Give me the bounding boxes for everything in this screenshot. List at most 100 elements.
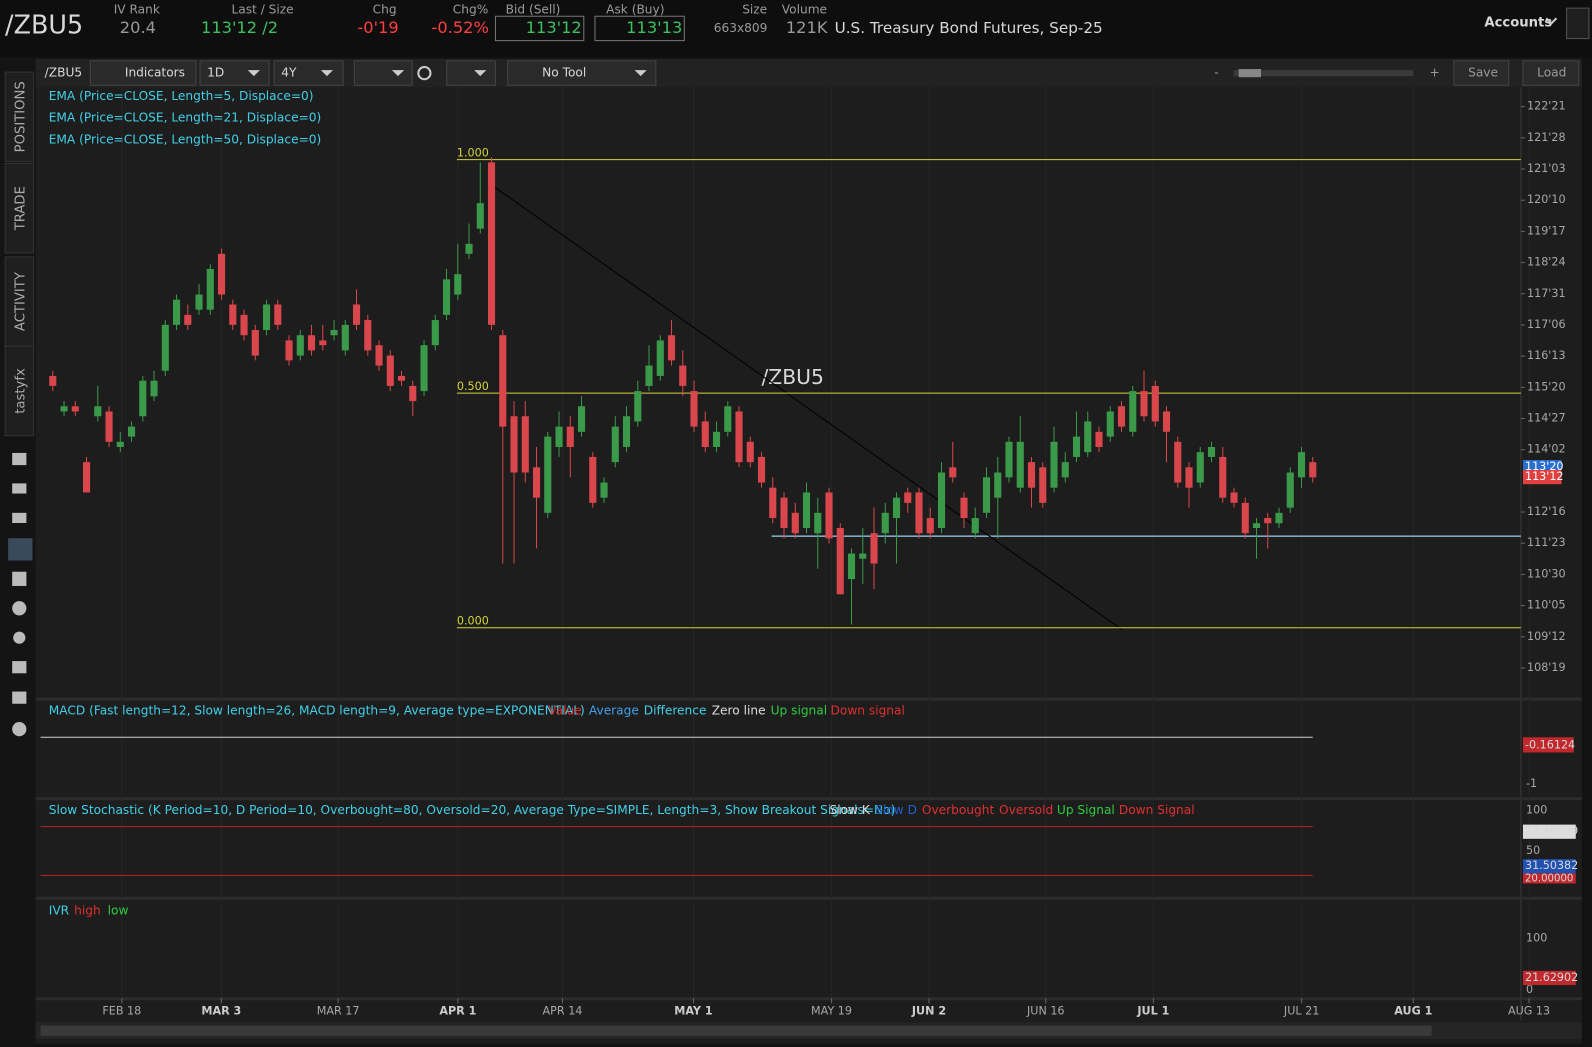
period-dropdown[interactable] [273, 60, 344, 86]
candle-body [71, 406, 79, 412]
sidebar-tab[interactable] [4, 256, 35, 347]
candle-body [836, 527, 844, 595]
icon[interactable] [8, 538, 33, 561]
aggregation-dropdown[interactable] [199, 60, 270, 86]
candle-body [982, 477, 991, 513]
x-tick-label: APR 1 [439, 1004, 476, 1017]
drawing-dropdown[interactable] [446, 60, 496, 86]
load: Load [1537, 66, 1566, 80]
candle-body [105, 411, 113, 442]
candle-body [1106, 411, 1114, 437]
icon[interactable] [12, 483, 27, 494]
field-label: Volume [782, 3, 827, 17]
icon[interactable] [12, 512, 27, 523]
tab-label: TRADE [13, 186, 28, 231]
trend-line [491, 184, 1123, 631]
candle-body [150, 380, 158, 397]
candle-body [1174, 441, 1182, 483]
dropdown-carets [247, 70, 647, 77]
candle-body [577, 406, 586, 432]
ivr-badge [1522, 970, 1576, 986]
legend-entry: Difference [644, 703, 707, 717]
x-tick-label: JUN 16 [1026, 1004, 1065, 1017]
zoom-in[interactable]: + [1430, 66, 1440, 80]
zoom-out[interactable]: - [1214, 66, 1218, 80]
macd-value: -0.16124 [1525, 738, 1575, 751]
candle-body [116, 441, 124, 447]
candle-body [1039, 467, 1047, 503]
y-tick-label: 121'28 [1527, 131, 1566, 144]
x-tick-label: MAY 19 [811, 1004, 852, 1017]
ivr-axis-label: 0 [1526, 983, 1533, 996]
x-tick-label: AUG 1 [1394, 1004, 1432, 1017]
candle-body [431, 320, 439, 346]
candle-body [262, 304, 271, 331]
caret [634, 70, 647, 77]
candle-body [600, 482, 608, 498]
price-badge [1522, 470, 1562, 485]
zoom-thumb[interactable] [1238, 69, 1262, 78]
description: U.S. Treasury Bond Futures, Sep-25 [835, 19, 1103, 37]
candle-body [769, 487, 777, 519]
panel-divider [35, 997, 1582, 1001]
panel-divider [35, 896, 1582, 900]
tool-dropdown[interactable] [507, 60, 657, 86]
oversold-value: 20.00000 [1525, 873, 1573, 884]
candle-body [746, 441, 754, 463]
slow-k-badge [1522, 824, 1576, 839]
bid-box[interactable] [494, 15, 585, 42]
toolbar-symbol: /ZBU5 [45, 66, 82, 80]
icon[interactable] [13, 631, 26, 644]
candle-body [825, 492, 833, 539]
candle-body [217, 253, 226, 295]
y-tick-label: 109'12 [1527, 630, 1566, 643]
candle-body [375, 345, 383, 366]
icon[interactable] [12, 691, 27, 704]
candle-body [229, 304, 237, 325]
y-tick-label: 117'06 [1527, 318, 1566, 331]
scroll-thumb[interactable] [40, 1025, 1432, 1036]
sidebar-tab[interactable] [4, 162, 35, 254]
candle-body [1297, 452, 1306, 478]
load-button[interactable] [1522, 60, 1580, 86]
candle-body [735, 411, 743, 463]
icon[interactable] [12, 661, 27, 674]
style-dropdown[interactable] [353, 60, 413, 86]
indicators-button[interactable] [89, 60, 197, 86]
price-panel: 122'21 121'28 121'03 120'10 119'17 118'24 117'… [49, 100, 1566, 674]
candle-body [1196, 452, 1204, 483]
legend-entry: Slow D [875, 803, 917, 817]
zoom-slider[interactable] [1233, 70, 1414, 77]
field-label: Chg [373, 3, 397, 17]
sidebar-tab[interactable] [4, 71, 35, 162]
icon[interactable] [12, 722, 27, 737]
candle-body [712, 431, 721, 447]
candle-body [780, 497, 788, 528]
price-badge-label: 113'12 [1525, 470, 1564, 483]
candle-body [1151, 385, 1159, 422]
x-tick-label: MAY 1 [674, 1004, 712, 1017]
candle-body [476, 203, 484, 229]
candle-body [847, 553, 856, 580]
ask-box[interactable] [594, 15, 685, 42]
grid [121, 87, 1530, 999]
collapse-button[interactable] [1566, 7, 1590, 40]
legend-entry: Average [589, 703, 639, 717]
stochastic-axis-label: 50 [1526, 844, 1540, 857]
icon[interactable] [12, 452, 27, 466]
icon[interactable] [12, 601, 27, 616]
candle-body [127, 426, 136, 437]
candle-body [240, 314, 248, 336]
candle-body [49, 375, 57, 386]
x-tick-label: AUG 13 [1508, 1004, 1550, 1017]
settings-icon[interactable] [417, 66, 432, 81]
candle-body [172, 299, 181, 325]
sidebar-tab[interactable] [4, 345, 35, 437]
accounts[interactable]: Accounts [1484, 15, 1552, 30]
candle-body [611, 426, 619, 463]
save-button[interactable] [1453, 60, 1510, 86]
icon[interactable] [12, 571, 27, 586]
y-tick-label: 119'17 [1527, 224, 1566, 237]
study-label: EMA (Price=CLOSE, Length=50, Displace=0) [49, 133, 322, 147]
y-tick-label: 120'10 [1527, 193, 1566, 206]
